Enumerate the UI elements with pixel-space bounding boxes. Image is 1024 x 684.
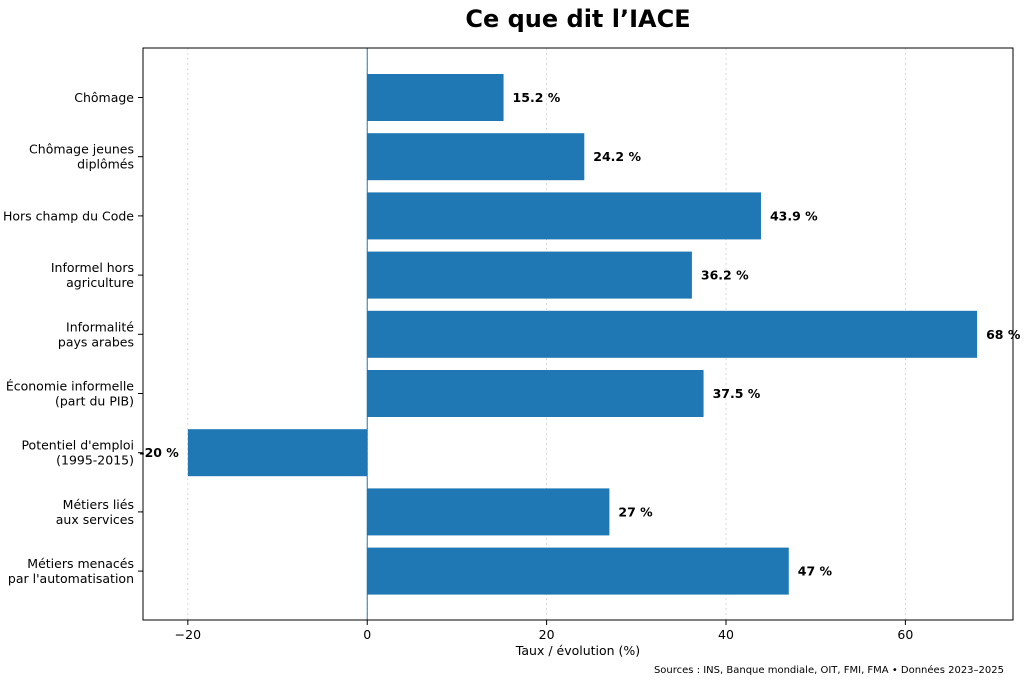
category-label: Chômage	[74, 90, 134, 105]
bar-value-label: 27 %	[618, 504, 653, 519]
x-tick-label: 60	[897, 627, 913, 642]
bar	[367, 370, 704, 417]
bar	[367, 251, 692, 299]
bar-value-label: 47 %	[798, 564, 833, 579]
bar	[367, 133, 585, 181]
category-label: Métiers menacés	[27, 556, 134, 571]
category-label: par l'automatisation	[8, 571, 134, 586]
source-note: Sources : INS, Banque mondiale, OIT, FMI…	[654, 664, 1004, 676]
category-label: Informalité	[66, 319, 134, 334]
x-axis-title: Taux / évolution (%)	[515, 643, 640, 658]
bar-value-label: 15.2 %	[513, 90, 561, 105]
bar	[367, 310, 978, 358]
bar-value-label: 36.2 %	[701, 268, 749, 283]
bar	[367, 192, 761, 240]
category-label: pays arabes	[58, 334, 134, 349]
chart-title: Ce que dit l’IACE	[465, 5, 690, 33]
x-axis: −20 0 20 40 60	[175, 620, 913, 642]
x-tick-label: 0	[363, 627, 371, 642]
bar-value-label: 43.9 %	[770, 208, 818, 223]
bar	[367, 488, 610, 536]
category-label: Chômage jeunes	[29, 142, 134, 157]
bar-value-label: 68 %	[986, 327, 1021, 342]
category-label: Hors champ du Code	[3, 208, 134, 223]
category-label: Informel hors	[51, 260, 134, 275]
bar-value-label: 24.2 %	[593, 149, 641, 164]
category-label: Potentiel d'emploi	[21, 438, 134, 453]
bars	[187, 74, 978, 595]
x-tick-label: −20	[175, 627, 201, 642]
x-tick-label: 20	[539, 627, 555, 642]
bar	[367, 547, 789, 595]
category-label: agriculture	[66, 275, 134, 290]
bar-value-label: -20 %	[139, 445, 179, 460]
x-tick-label: 40	[718, 627, 734, 642]
category-label: Métiers liés	[63, 497, 134, 512]
bar-value-label: 37.5 %	[713, 386, 761, 401]
bar	[187, 429, 368, 477]
category-label: (part du PIB)	[55, 394, 134, 409]
category-label: aux services	[56, 512, 134, 527]
value-labels: 15.2 % 24.2 % 43.9 % 36.2 % 68 % 37.5 % -20 % 2…	[139, 90, 1020, 579]
category-label: (1995-2015)	[56, 453, 134, 468]
category-label: diplômés	[77, 157, 134, 172]
category-label: Économie informelle	[6, 379, 134, 394]
bar	[367, 74, 504, 121]
